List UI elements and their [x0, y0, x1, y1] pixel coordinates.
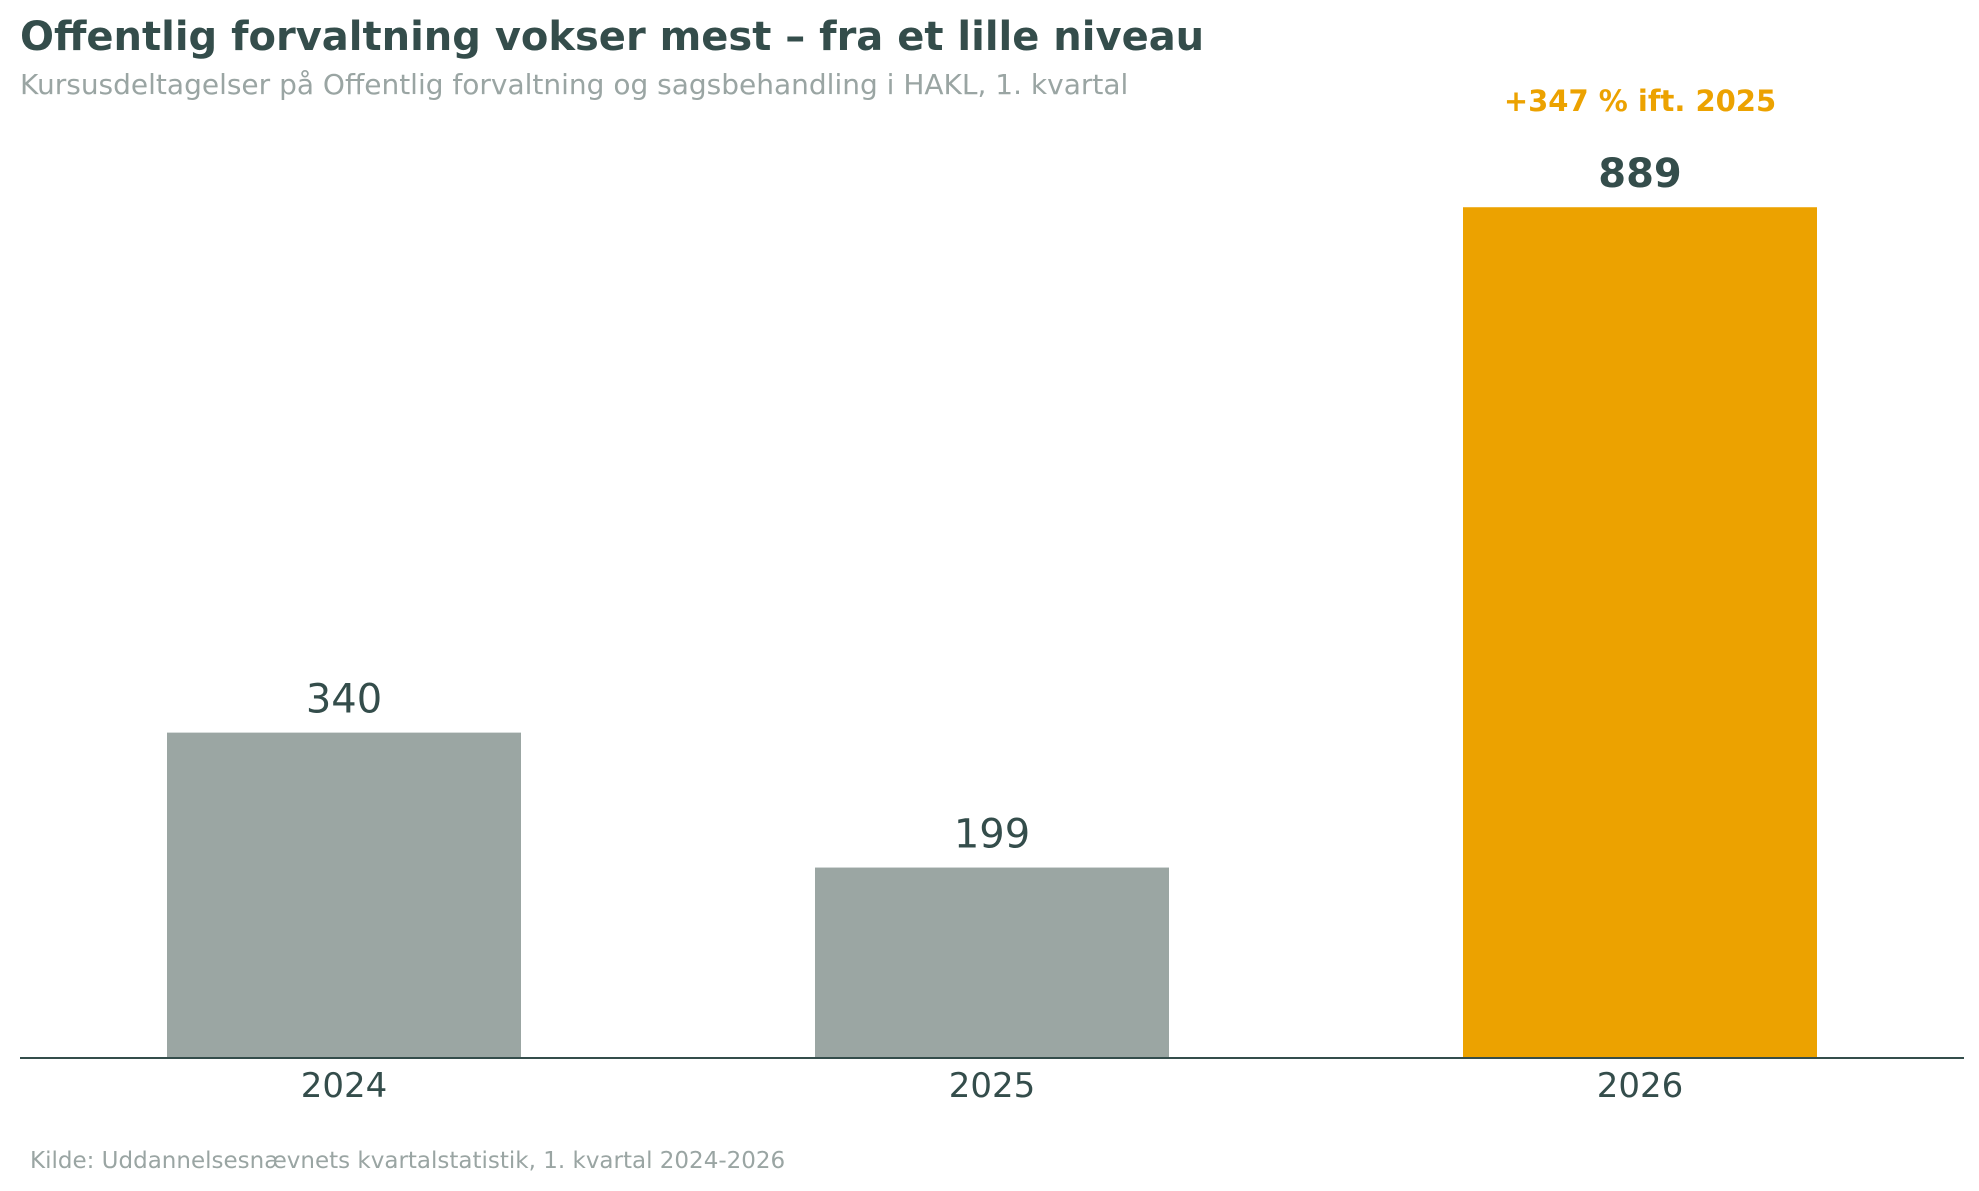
- x-tick-labels-group: 2024 2025 2026: [301, 1066, 1684, 1106]
- chart-subtitle: Kursusdeltagelser på Offentlig forvaltni…: [20, 68, 1129, 101]
- data-labels-group: 340 199 889 +347 % ift. 2025: [306, 84, 1776, 857]
- data-label-2025: 199: [954, 812, 1030, 858]
- x-tick-2025: 2025: [949, 1066, 1036, 1106]
- data-label-2024: 340: [306, 677, 382, 723]
- bar-2025: [815, 867, 1169, 1058]
- bar-2024: [167, 732, 521, 1058]
- annotation-change: +347 % ift. 2025: [1504, 84, 1776, 118]
- x-tick-2026: 2026: [1597, 1066, 1684, 1106]
- data-label-2026: 889: [1598, 151, 1682, 197]
- source-note: Kilde: Uddannelsesnævnets kvartalstatist…: [30, 1148, 786, 1174]
- x-tick-2024: 2024: [301, 1066, 388, 1106]
- bars-group: [167, 207, 1817, 1059]
- chart-title: Offentlig forvaltning vokser mest – fra …: [20, 14, 1205, 60]
- bar-2026: [1463, 207, 1817, 1059]
